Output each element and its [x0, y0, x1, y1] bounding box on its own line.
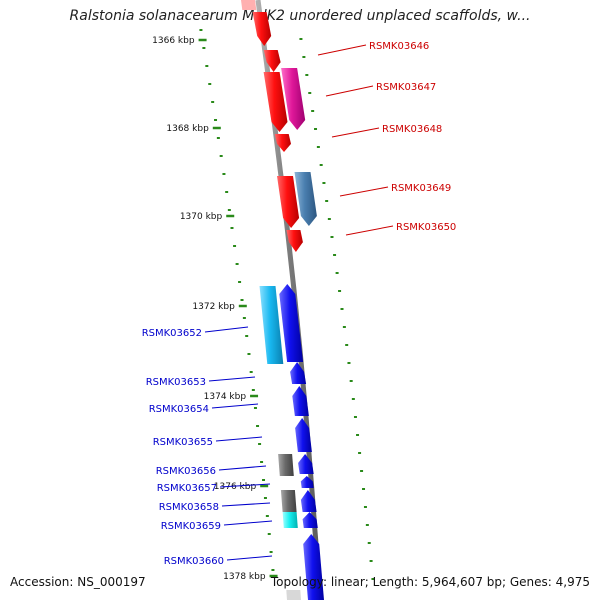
gene-leader-line: [208, 376, 256, 382]
gene-leader-line: [218, 465, 267, 471]
gene-label[interactable]: RSMK03658: [159, 502, 219, 513]
gene-rsmk03647b: [281, 68, 306, 130]
map-title: Ralstonia solanacearum MolK2 unordered u…: [69, 8, 531, 24]
ruler-tick-label: 1378 kbp: [223, 572, 266, 582]
gene-leader-line: [345, 225, 394, 236]
gene-leader-line: [317, 44, 367, 56]
gene-label[interactable]: RSMK03649: [391, 183, 451, 194]
gene-rsmk03655: [295, 418, 312, 452]
gene-rsmk03648: [274, 134, 291, 152]
gene-leader-line: [331, 127, 380, 138]
ruler-tick-label: 1376 kbp: [214, 482, 257, 492]
gene-label[interactable]: RSMK03646: [369, 41, 429, 52]
gene-label[interactable]: RSMK03654: [149, 404, 209, 415]
gene-leader-line: [219, 483, 271, 488]
gene-label[interactable]: RSMK03647: [376, 82, 436, 93]
gene-rsmk03652: [259, 286, 284, 364]
gene-partial: [241, 0, 257, 10]
gene-leader-line: [204, 326, 249, 333]
gene-rsmk03658: [300, 490, 317, 512]
ruler-tick-label: 1374 kbp: [204, 392, 247, 402]
genes: [241, 0, 324, 600]
ruler-tick-label: 1368 kbp: [166, 124, 209, 134]
gene-rsmk03660: [303, 534, 324, 600]
gene-rsmk03650: [286, 230, 303, 252]
gene-rsmk03659b: [282, 512, 298, 528]
gene-rsmk03656b: [278, 454, 294, 476]
gene-leader-line: [223, 520, 273, 526]
gene-leader-line: [226, 555, 273, 561]
gene-rsmk03653: [290, 362, 307, 384]
topology-summary: Topology: linear; Length: 5,964,607 bp; …: [270, 575, 590, 589]
gene-label[interactable]: RSMK03655: [153, 437, 213, 448]
gene-leader-line: [325, 85, 374, 97]
gene-leader-line: [221, 502, 271, 507]
gene-rsmk03646b: [263, 50, 281, 72]
gene-rsmk03652b: [279, 284, 304, 362]
gene-leader-line: [211, 403, 259, 409]
gene-rsmk03657: [300, 476, 314, 488]
gene-leader-line: [339, 186, 389, 197]
gene-partial-bottom: [286, 590, 301, 600]
gene-rsmk03654: [292, 386, 309, 416]
gene-label[interactable]: RSMK03652: [142, 328, 202, 339]
gene-rsmk03646: [252, 12, 272, 46]
gene-label[interactable]: RSMK03653: [146, 377, 206, 388]
gene-rsmk03647: [263, 72, 288, 132]
gene-label[interactable]: RSMK03648: [382, 124, 442, 135]
ruler-ticks: 1366 kbp 1368 kbp 1370 kbp 1372 kbp 1374 kbp…: [152, 29, 375, 582]
gene-rsmk03658b: [280, 490, 297, 512]
gene-label[interactable]: RSMK03656: [156, 466, 216, 477]
accession-text: Accession: NS_000197: [10, 575, 146, 589]
gene-rsmk03649: [277, 176, 300, 228]
gene-leader-line: [215, 436, 263, 442]
ruler-tick-label: 1370 kbp: [180, 212, 223, 222]
ruler-tick-label: 1372 kbp: [192, 302, 235, 312]
gene-rsmk03649b: [294, 172, 317, 226]
gene-label[interactable]: RSMK03650: [396, 222, 456, 233]
gene-label[interactable]: RSMK03659: [161, 521, 221, 532]
gene-labels: RSMK03646 RSMK03647 RSMK03648 RSMK03649 RSMK…: [142, 41, 457, 567]
gene-label[interactable]: RSMK03657: [157, 483, 217, 494]
gene-label[interactable]: RSMK03660: [164, 556, 224, 567]
gene-rsmk03656: [298, 454, 314, 474]
ruler-tick-label: 1366 kbp: [152, 36, 195, 46]
gene-rsmk03659: [302, 512, 318, 528]
